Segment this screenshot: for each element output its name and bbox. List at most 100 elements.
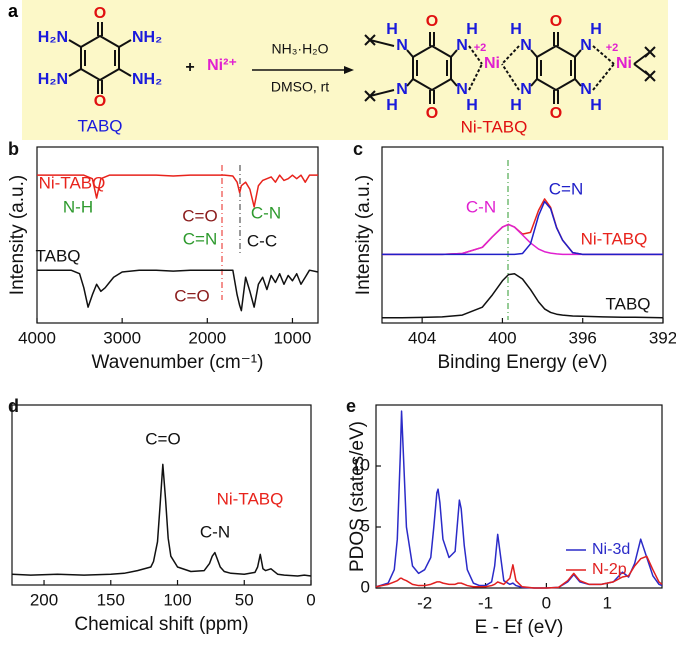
product-name: Ni-TABQ — [461, 117, 528, 136]
bond — [468, 45, 483, 65]
x-tick-label: 392 — [649, 328, 676, 347]
x-axis-label: Binding Energy (eV) — [437, 352, 607, 373]
nitrogen: N — [396, 37, 408, 54]
annotation: C=O — [145, 429, 180, 448]
series-label: TABQ — [605, 294, 650, 313]
amine-group: NH₂ — [132, 71, 162, 88]
series-line — [11, 463, 312, 577]
oxygen: O — [94, 93, 106, 110]
plot-frame — [11, 404, 312, 586]
x-tick-label: 1 — [602, 593, 611, 612]
amine-group: H₂N — [38, 71, 68, 88]
x-tick-label: 0 — [542, 593, 551, 612]
nitrogen: N — [396, 81, 408, 98]
plot-frame — [36, 146, 319, 324]
panel-label: b — [8, 139, 19, 159]
amine-group: NH₂ — [132, 29, 162, 46]
x-tick-label: -2 — [417, 593, 432, 612]
annotation: N-H — [63, 197, 93, 216]
y-axis-label: Intensity (a.u.) — [353, 175, 374, 295]
x-tick-label: 404 — [408, 328, 436, 347]
annotation: C=O — [182, 206, 217, 225]
annotation: C-N — [200, 522, 230, 541]
bond — [406, 49, 414, 58]
hydrogen: H — [386, 21, 398, 38]
charge: +2 — [474, 42, 487, 54]
amine-group: H₂N — [38, 29, 68, 46]
legend-label: Ni-3d — [592, 541, 630, 558]
bond — [592, 63, 615, 91]
series-line — [37, 174, 318, 208]
nitrogen: N — [520, 81, 532, 98]
bond — [501, 45, 520, 65]
y-axis-label: Intensity (a.u.) — [7, 175, 28, 295]
bond — [530, 78, 538, 87]
oxygen: O — [426, 105, 438, 122]
series-label: Ni-TABQ — [39, 173, 106, 192]
nickel: Ni — [484, 55, 500, 72]
x-tick-label: 3000 — [103, 328, 141, 347]
hydrogen: H — [386, 97, 398, 114]
panel-label: d — [8, 396, 19, 416]
x-tick-label: -1 — [478, 593, 493, 612]
charge: +2 — [606, 42, 619, 54]
x-tick-label: 50 — [235, 590, 254, 609]
arrow-head — [344, 66, 354, 74]
bond — [406, 78, 414, 87]
bond — [574, 78, 582, 87]
nitrogen: N — [456, 37, 468, 54]
hydrogen: H — [466, 21, 478, 38]
x-tick-label: 200 — [30, 590, 58, 609]
x-tick-label: 2000 — [188, 328, 226, 347]
x-tick-label: 1000 — [274, 328, 312, 347]
bond — [369, 89, 395, 97]
x-tick-label: 4000 — [18, 328, 56, 347]
x-tick-label: 396 — [569, 328, 597, 347]
bond — [450, 78, 458, 87]
reactant-bonds — [68, 22, 132, 94]
nitrogen: N — [580, 81, 592, 98]
nitrogen: N — [456, 81, 468, 98]
oxygen: O — [550, 13, 562, 30]
plot-frame — [381, 146, 664, 324]
series-line — [37, 269, 319, 312]
hydrogen: H — [590, 97, 602, 114]
legend-label: N-2p — [592, 561, 627, 578]
y-tick-label: 0 — [361, 577, 370, 596]
hydrogen: H — [590, 21, 602, 38]
plus-sign: + — [185, 59, 194, 76]
reaction-condition: DMSO, rt — [271, 79, 329, 95]
oxygen: O — [426, 13, 438, 30]
x-tick-label: 0 — [306, 590, 315, 609]
series-line — [382, 200, 663, 256]
panel-label: a — [8, 1, 19, 21]
bond — [644, 46, 656, 58]
metal-ion: Ni²⁺ — [207, 57, 237, 74]
annotation: C-N — [251, 203, 281, 222]
annotation: C=O — [174, 286, 209, 305]
series-label: TABQ — [35, 246, 80, 265]
reaction-condition: NH₃·H₂O — [271, 41, 328, 57]
hydrogen: H — [510, 21, 522, 38]
plot-frame — [375, 404, 663, 589]
bond — [574, 49, 582, 58]
y-tick-label: 5 — [361, 516, 370, 535]
nickel: Ni — [616, 55, 632, 72]
bond — [530, 49, 538, 58]
series-line — [375, 555, 663, 589]
x-axis-label: E - Ef (eV) — [475, 617, 564, 638]
annotation: Ni-TABQ — [217, 489, 284, 508]
reactant-name: TABQ — [77, 116, 122, 135]
y-axis-label: PDOS (states/eV) — [347, 421, 368, 572]
series-label: C=N — [549, 179, 583, 198]
annotation: C=N — [183, 229, 217, 248]
nitrogen: N — [580, 37, 592, 54]
hydrogen: H — [466, 97, 478, 114]
x-tick-label: 150 — [97, 590, 125, 609]
x-axis-label: Chemical shift (ppm) — [74, 614, 248, 635]
oxygen: O — [550, 105, 562, 122]
bond — [450, 49, 458, 58]
oxygen: O — [94, 5, 106, 22]
x-axis-label: Wavenumber (cm⁻¹) — [92, 352, 264, 373]
